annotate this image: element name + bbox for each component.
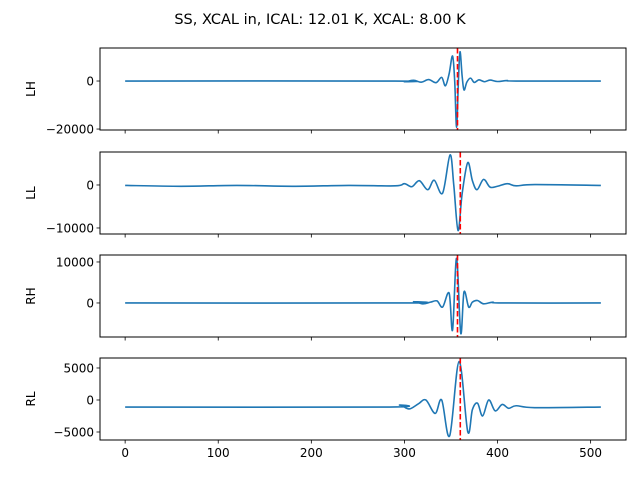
y-axis-label: RL (24, 391, 38, 406)
series-line-rh (125, 257, 601, 335)
axes-frame (99, 47, 627, 131)
x-tick-label: 300 (393, 446, 416, 460)
figure-title: SS, XCAL in, ICAL: 12.01 K, XCAL: 8.00 K (174, 12, 466, 28)
panel-ll: −10000 0 LL (24, 151, 627, 238)
series-line-rl (125, 360, 601, 438)
y-axis-label: RH (24, 287, 38, 304)
y-tick-label: 10000 (56, 255, 94, 269)
x-tick-label: 100 (207, 446, 230, 460)
y-tick-label: −5000 (53, 425, 94, 439)
y-tick-label: −10000 (46, 221, 94, 235)
x-tick-label: 200 (300, 446, 323, 460)
y-axis-label: LL (24, 186, 38, 200)
y-tick-label: 5000 (63, 361, 94, 375)
axes-frame (99, 357, 627, 441)
panel-rl: −5000 0 5000 RL 0 100 200 300 400 500 (24, 357, 627, 460)
panel-lh: −20000 0 LH (24, 47, 627, 137)
axes-frame (99, 254, 627, 338)
y-tick-label: 0 (86, 296, 94, 310)
x-tick-label: 400 (486, 446, 509, 460)
y-tick-label: −20000 (46, 123, 94, 137)
panel-rh: 0 10000 RH (24, 254, 627, 341)
x-tick-label: 0 (121, 446, 129, 460)
series-line-lh (125, 50, 601, 129)
axes-frame (99, 151, 627, 235)
y-axis-label: LH (24, 81, 38, 97)
series-line-ll (125, 154, 601, 232)
y-tick-label: 0 (86, 178, 94, 192)
x-tick-label: 500 (579, 446, 602, 460)
y-tick-label: 0 (86, 75, 94, 89)
y-tick-label: 0 (86, 393, 94, 407)
